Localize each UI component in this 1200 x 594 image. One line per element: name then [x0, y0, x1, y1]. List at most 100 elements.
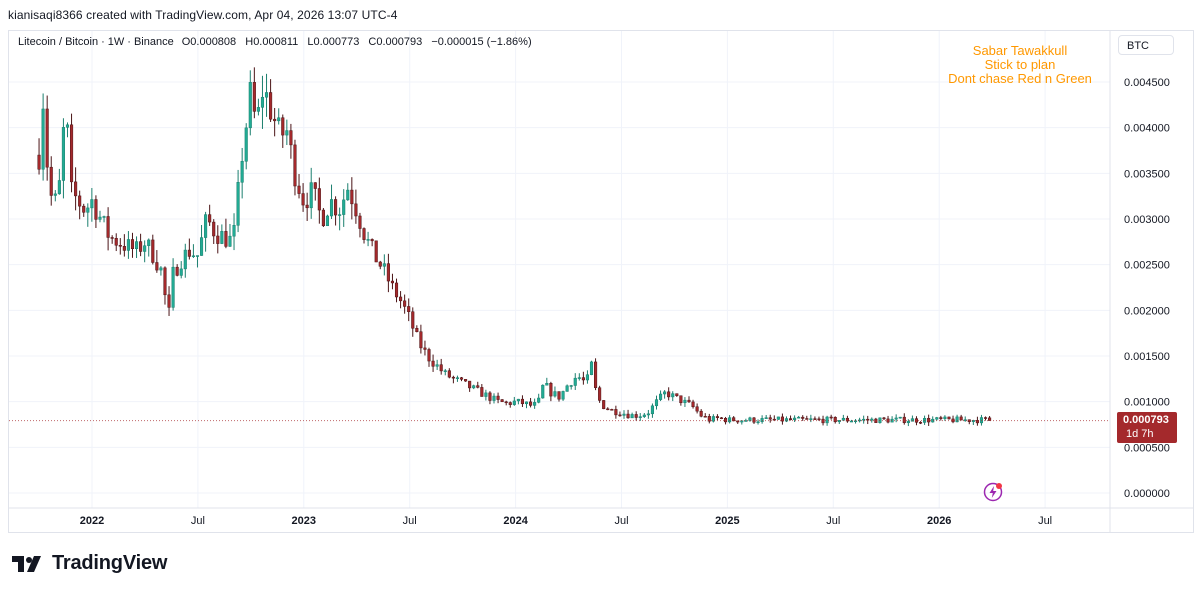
candle	[983, 417, 988, 419]
candle	[378, 261, 382, 267]
candle	[264, 92, 269, 98]
candle	[488, 392, 492, 401]
candle	[728, 417, 732, 423]
candle	[484, 392, 488, 397]
candle	[329, 199, 334, 217]
symbol-name[interactable]: Litecoin / Bitcoin	[18, 36, 99, 48]
candle	[939, 417, 943, 419]
candle	[683, 399, 687, 404]
candle	[281, 117, 285, 136]
candle	[415, 328, 419, 332]
candle	[390, 280, 395, 284]
candle	[707, 416, 711, 422]
candle	[269, 92, 273, 120]
candle	[809, 418, 813, 420]
chart-note[interactable]: Sabar Tawakkull Stick to plan Dont chase…	[920, 44, 1120, 86]
candle	[606, 408, 610, 411]
candle	[57, 180, 61, 195]
candle	[45, 108, 49, 168]
candle	[386, 263, 390, 282]
candle	[435, 364, 439, 367]
candle	[382, 263, 386, 267]
candle	[866, 418, 870, 421]
candle	[61, 127, 65, 181]
candle	[98, 216, 102, 220]
note-line-1: Sabar Tawakkull	[972, 43, 1068, 58]
candle	[313, 182, 317, 189]
candle	[321, 209, 325, 227]
candle	[90, 199, 94, 209]
candle	[439, 364, 443, 372]
candle	[411, 311, 415, 329]
note-line-3: Dont chase Red n Green	[948, 71, 1092, 86]
candle	[650, 405, 654, 415]
candle	[82, 205, 86, 213]
x-tick-label: 2024	[503, 515, 528, 527]
candle	[236, 182, 240, 226]
candle	[874, 418, 878, 423]
candle	[577, 377, 581, 379]
candle	[902, 416, 906, 424]
candle	[78, 195, 82, 207]
candle	[216, 235, 220, 244]
candle	[906, 421, 910, 424]
candle	[480, 387, 484, 397]
candle	[252, 82, 256, 112]
chart-frame[interactable]	[8, 30, 1194, 533]
currency-badge[interactable]: BTC	[1118, 35, 1174, 55]
candle	[41, 108, 45, 170]
candle	[346, 189, 350, 201]
candle	[918, 422, 923, 424]
candle	[69, 124, 74, 183]
open-value: 0.000808	[190, 36, 237, 48]
lightning-icon[interactable]	[983, 482, 1003, 502]
candle	[297, 185, 301, 194]
candle	[553, 391, 557, 397]
candle	[183, 249, 187, 270]
candle	[610, 409, 614, 411]
candle	[845, 417, 849, 422]
candle	[975, 420, 979, 424]
candle	[512, 400, 516, 405]
candle	[841, 417, 845, 421]
candle	[788, 418, 793, 420]
x-tick-label: 2025	[715, 515, 739, 527]
candle	[228, 235, 232, 247]
candle	[797, 416, 801, 419]
candle	[139, 241, 143, 252]
y-tick-label: 0.004000	[1124, 123, 1170, 135]
candle	[399, 296, 403, 302]
candle	[342, 199, 346, 215]
candle	[459, 377, 464, 380]
candle	[106, 216, 110, 238]
candle	[492, 395, 496, 401]
y-tick-label: 0.003000	[1124, 214, 1170, 226]
candle	[585, 374, 589, 381]
candle	[524, 401, 529, 405]
candle	[537, 397, 541, 403]
candle	[638, 416, 642, 418]
interval[interactable]: 1W	[107, 36, 125, 48]
candle	[671, 393, 675, 398]
candle	[220, 231, 224, 244]
candle	[776, 416, 780, 420]
chart-byline: kianisaqi8366 created with TradingView.c…	[8, 8, 398, 22]
x-tick-label: 2022	[80, 515, 104, 527]
candle	[366, 239, 370, 241]
candle	[719, 417, 724, 419]
candle	[49, 166, 53, 196]
candle	[431, 360, 435, 367]
y-tick-label: 0.004500	[1124, 77, 1170, 89]
x-tick-label: 2023	[292, 515, 316, 527]
candle	[309, 182, 313, 209]
candle	[659, 393, 663, 400]
candle	[204, 214, 208, 238]
candle	[232, 225, 236, 237]
candle	[833, 416, 837, 423]
tradingview-logo[interactable]: TradingView	[12, 552, 167, 575]
candle	[890, 418, 894, 423]
y-tick-label: 0.000000	[1124, 488, 1170, 500]
low-label: L	[307, 36, 314, 48]
candle	[748, 417, 752, 421]
